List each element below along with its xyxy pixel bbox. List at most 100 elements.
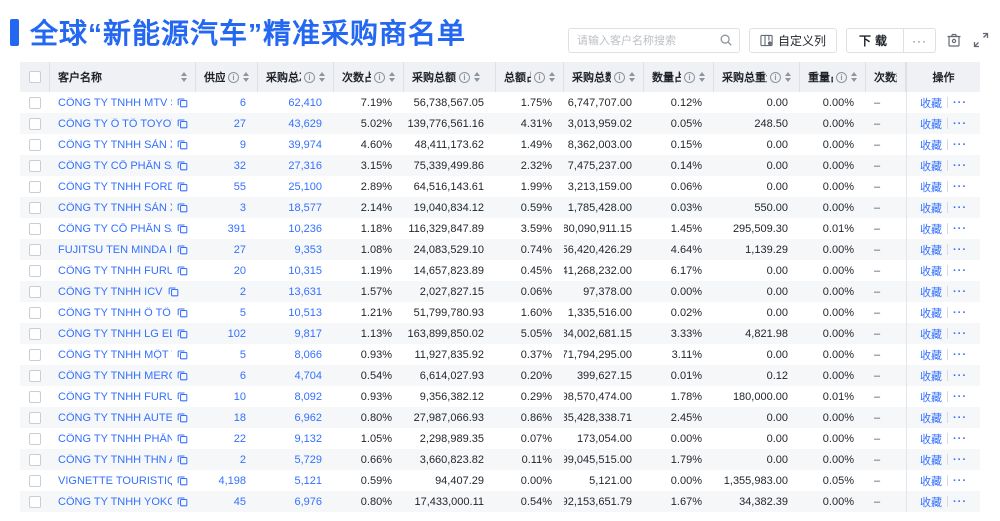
favorite-button[interactable]: 收藏 bbox=[920, 307, 942, 320]
more-actions-button[interactable]: ··· bbox=[953, 390, 967, 403]
customer-name-link[interactable]: CÔNG TY TNHH FORD VIỆT NAM bbox=[58, 180, 172, 193]
favorite-button[interactable]: 收藏 bbox=[920, 370, 942, 383]
column-header[interactable]: 总额占比 bbox=[496, 62, 564, 92]
customer-name-link[interactable]: VIGNETTE TOURISTIQUE G UNI... bbox=[58, 474, 172, 487]
favorite-button[interactable]: 收藏 bbox=[920, 160, 942, 173]
fullscreen-button[interactable] bbox=[972, 32, 990, 50]
favorite-button[interactable]: 收藏 bbox=[920, 265, 942, 278]
copy-icon[interactable] bbox=[177, 118, 188, 129]
row-checkbox[interactable] bbox=[29, 264, 41, 277]
column-header[interactable]: 采购总次数 bbox=[258, 62, 334, 92]
copy-icon[interactable] bbox=[177, 349, 188, 360]
favorite-button[interactable]: 收藏 bbox=[920, 118, 942, 131]
row-checkbox[interactable] bbox=[29, 159, 41, 172]
row-checkbox[interactable] bbox=[29, 285, 41, 298]
search-icon[interactable] bbox=[719, 33, 733, 47]
favorite-button[interactable]: 收藏 bbox=[920, 349, 942, 362]
favorite-button[interactable]: 收藏 bbox=[920, 97, 942, 110]
sort-icon[interactable] bbox=[243, 72, 249, 82]
column-header[interactable]: 客户名称 bbox=[50, 62, 196, 92]
more-actions-button[interactable]: ··· bbox=[953, 453, 967, 466]
row-checkbox[interactable] bbox=[29, 327, 41, 340]
more-actions-button[interactable]: ··· bbox=[953, 369, 967, 382]
customer-name-link[interactable]: CÔNG TY CỔ PHẦN SẢN XUẤT... bbox=[58, 159, 172, 172]
download-button[interactable]: 下载 bbox=[845, 28, 904, 53]
copy-icon[interactable] bbox=[177, 181, 188, 192]
more-actions-button[interactable]: ··· bbox=[953, 243, 967, 256]
copy-icon[interactable] bbox=[177, 139, 188, 150]
row-checkbox[interactable] bbox=[29, 369, 41, 382]
customer-name-link[interactable]: CÔNG TY TNHH MTV SẢN XUẤ... bbox=[58, 96, 172, 109]
info-icon[interactable] bbox=[459, 71, 470, 83]
sort-icon[interactable] bbox=[549, 72, 555, 82]
more-actions-button[interactable]: ··· bbox=[953, 96, 967, 109]
sort-icon[interactable] bbox=[851, 72, 857, 82]
info-icon[interactable] bbox=[836, 71, 847, 83]
sort-icon[interactable] bbox=[389, 72, 395, 82]
row-checkbox[interactable] bbox=[29, 222, 41, 235]
row-checkbox[interactable] bbox=[29, 201, 41, 214]
favorite-button[interactable]: 收藏 bbox=[920, 412, 942, 425]
customer-name-link[interactable]: CÔNG TY Ô TÔ TOYOTA VIỆT ... bbox=[58, 117, 172, 130]
favorite-button[interactable]: 收藏 bbox=[920, 286, 942, 299]
more-actions-button[interactable]: ··· bbox=[953, 348, 967, 361]
sort-icon[interactable] bbox=[785, 72, 791, 82]
row-checkbox[interactable] bbox=[29, 474, 41, 487]
customer-name-link[interactable]: CÔNG TY TNHH THN AUTOPAR... bbox=[58, 453, 172, 466]
customer-name-link[interactable]: CÔNG TY TNHH SẢN XUẤT VÀ ... bbox=[58, 201, 172, 214]
favorite-button[interactable]: 收藏 bbox=[920, 244, 942, 257]
favorite-button[interactable]: 收藏 bbox=[920, 139, 942, 152]
copy-icon[interactable] bbox=[177, 307, 188, 318]
copy-icon[interactable] bbox=[177, 433, 188, 444]
favorite-button[interactable]: 收藏 bbox=[920, 223, 942, 236]
copy-icon[interactable] bbox=[177, 475, 188, 486]
column-header[interactable]: 采购总额 bbox=[404, 62, 496, 92]
copy-icon[interactable] bbox=[177, 97, 188, 108]
favorite-button[interactable]: 收藏 bbox=[920, 433, 942, 446]
copy-icon[interactable] bbox=[177, 160, 188, 171]
copy-icon[interactable] bbox=[177, 244, 188, 255]
customer-name-link[interactable]: CÔNG TY TNHH LG ELECTRON... bbox=[58, 327, 172, 340]
favorite-button[interactable]: 收藏 bbox=[920, 496, 942, 509]
column-header[interactable]: 次数趋势 bbox=[866, 62, 906, 92]
more-actions-button[interactable]: ··· bbox=[953, 495, 967, 508]
more-actions-button[interactable]: ··· bbox=[953, 201, 967, 214]
info-icon[interactable] bbox=[770, 71, 781, 83]
customize-columns-button[interactable]: 自定义列 bbox=[748, 28, 837, 53]
more-actions-button[interactable]: ··· bbox=[953, 411, 967, 424]
more-actions-button[interactable]: ··· bbox=[953, 474, 967, 487]
row-checkbox[interactable] bbox=[29, 495, 41, 508]
copy-icon[interactable] bbox=[177, 328, 188, 339]
more-actions-button[interactable]: ··· bbox=[953, 327, 967, 340]
more-actions-button[interactable]: ··· bbox=[953, 264, 967, 277]
sort-icon[interactable] bbox=[699, 72, 705, 82]
download-more-button[interactable]: ··· bbox=[904, 28, 936, 53]
customer-name-link[interactable]: CÔNG TY TNHH PHÂN PHỐI T... bbox=[58, 432, 172, 445]
row-checkbox[interactable] bbox=[29, 180, 41, 193]
copy-icon[interactable] bbox=[177, 391, 188, 402]
select-all-checkbox[interactable] bbox=[28, 71, 41, 83]
customer-name-link[interactable]: CÔNG TY TNHH YOKOWO VIỆT... bbox=[58, 495, 172, 508]
favorite-button[interactable]: 收藏 bbox=[920, 475, 942, 488]
sort-icon[interactable] bbox=[474, 72, 480, 82]
customer-name-link[interactable]: CÔNG TY TNHH MỘT THÀNH V... bbox=[58, 348, 172, 361]
favorite-button[interactable]: 收藏 bbox=[920, 181, 942, 194]
customer-name-link[interactable]: CÔNG TY TNHH ICV bbox=[58, 285, 163, 298]
sort-icon[interactable] bbox=[319, 72, 325, 82]
copy-icon[interactable] bbox=[168, 286, 179, 297]
favorite-button[interactable]: 收藏 bbox=[920, 328, 942, 341]
more-actions-button[interactable]: ··· bbox=[953, 138, 967, 151]
row-checkbox[interactable] bbox=[29, 348, 41, 361]
more-actions-button[interactable]: ··· bbox=[953, 222, 967, 235]
more-actions-button[interactable]: ··· bbox=[953, 285, 967, 298]
info-icon[interactable] bbox=[684, 71, 695, 83]
column-header[interactable]: 次数占比 bbox=[334, 62, 404, 92]
delete-button[interactable] bbox=[945, 32, 963, 50]
column-header[interactable]: 重量占比 bbox=[800, 62, 866, 92]
sort-icon[interactable] bbox=[181, 72, 187, 82]
more-actions-button[interactable]: ··· bbox=[953, 180, 967, 193]
copy-icon[interactable] bbox=[177, 496, 188, 507]
customer-name-link[interactable]: FUJITSU TEN MINDA INDIA PVT... bbox=[58, 243, 172, 256]
info-icon[interactable] bbox=[614, 71, 625, 83]
customer-name-link[interactable]: CÔNG TY TNHH FURUKAWA A... bbox=[58, 264, 172, 277]
